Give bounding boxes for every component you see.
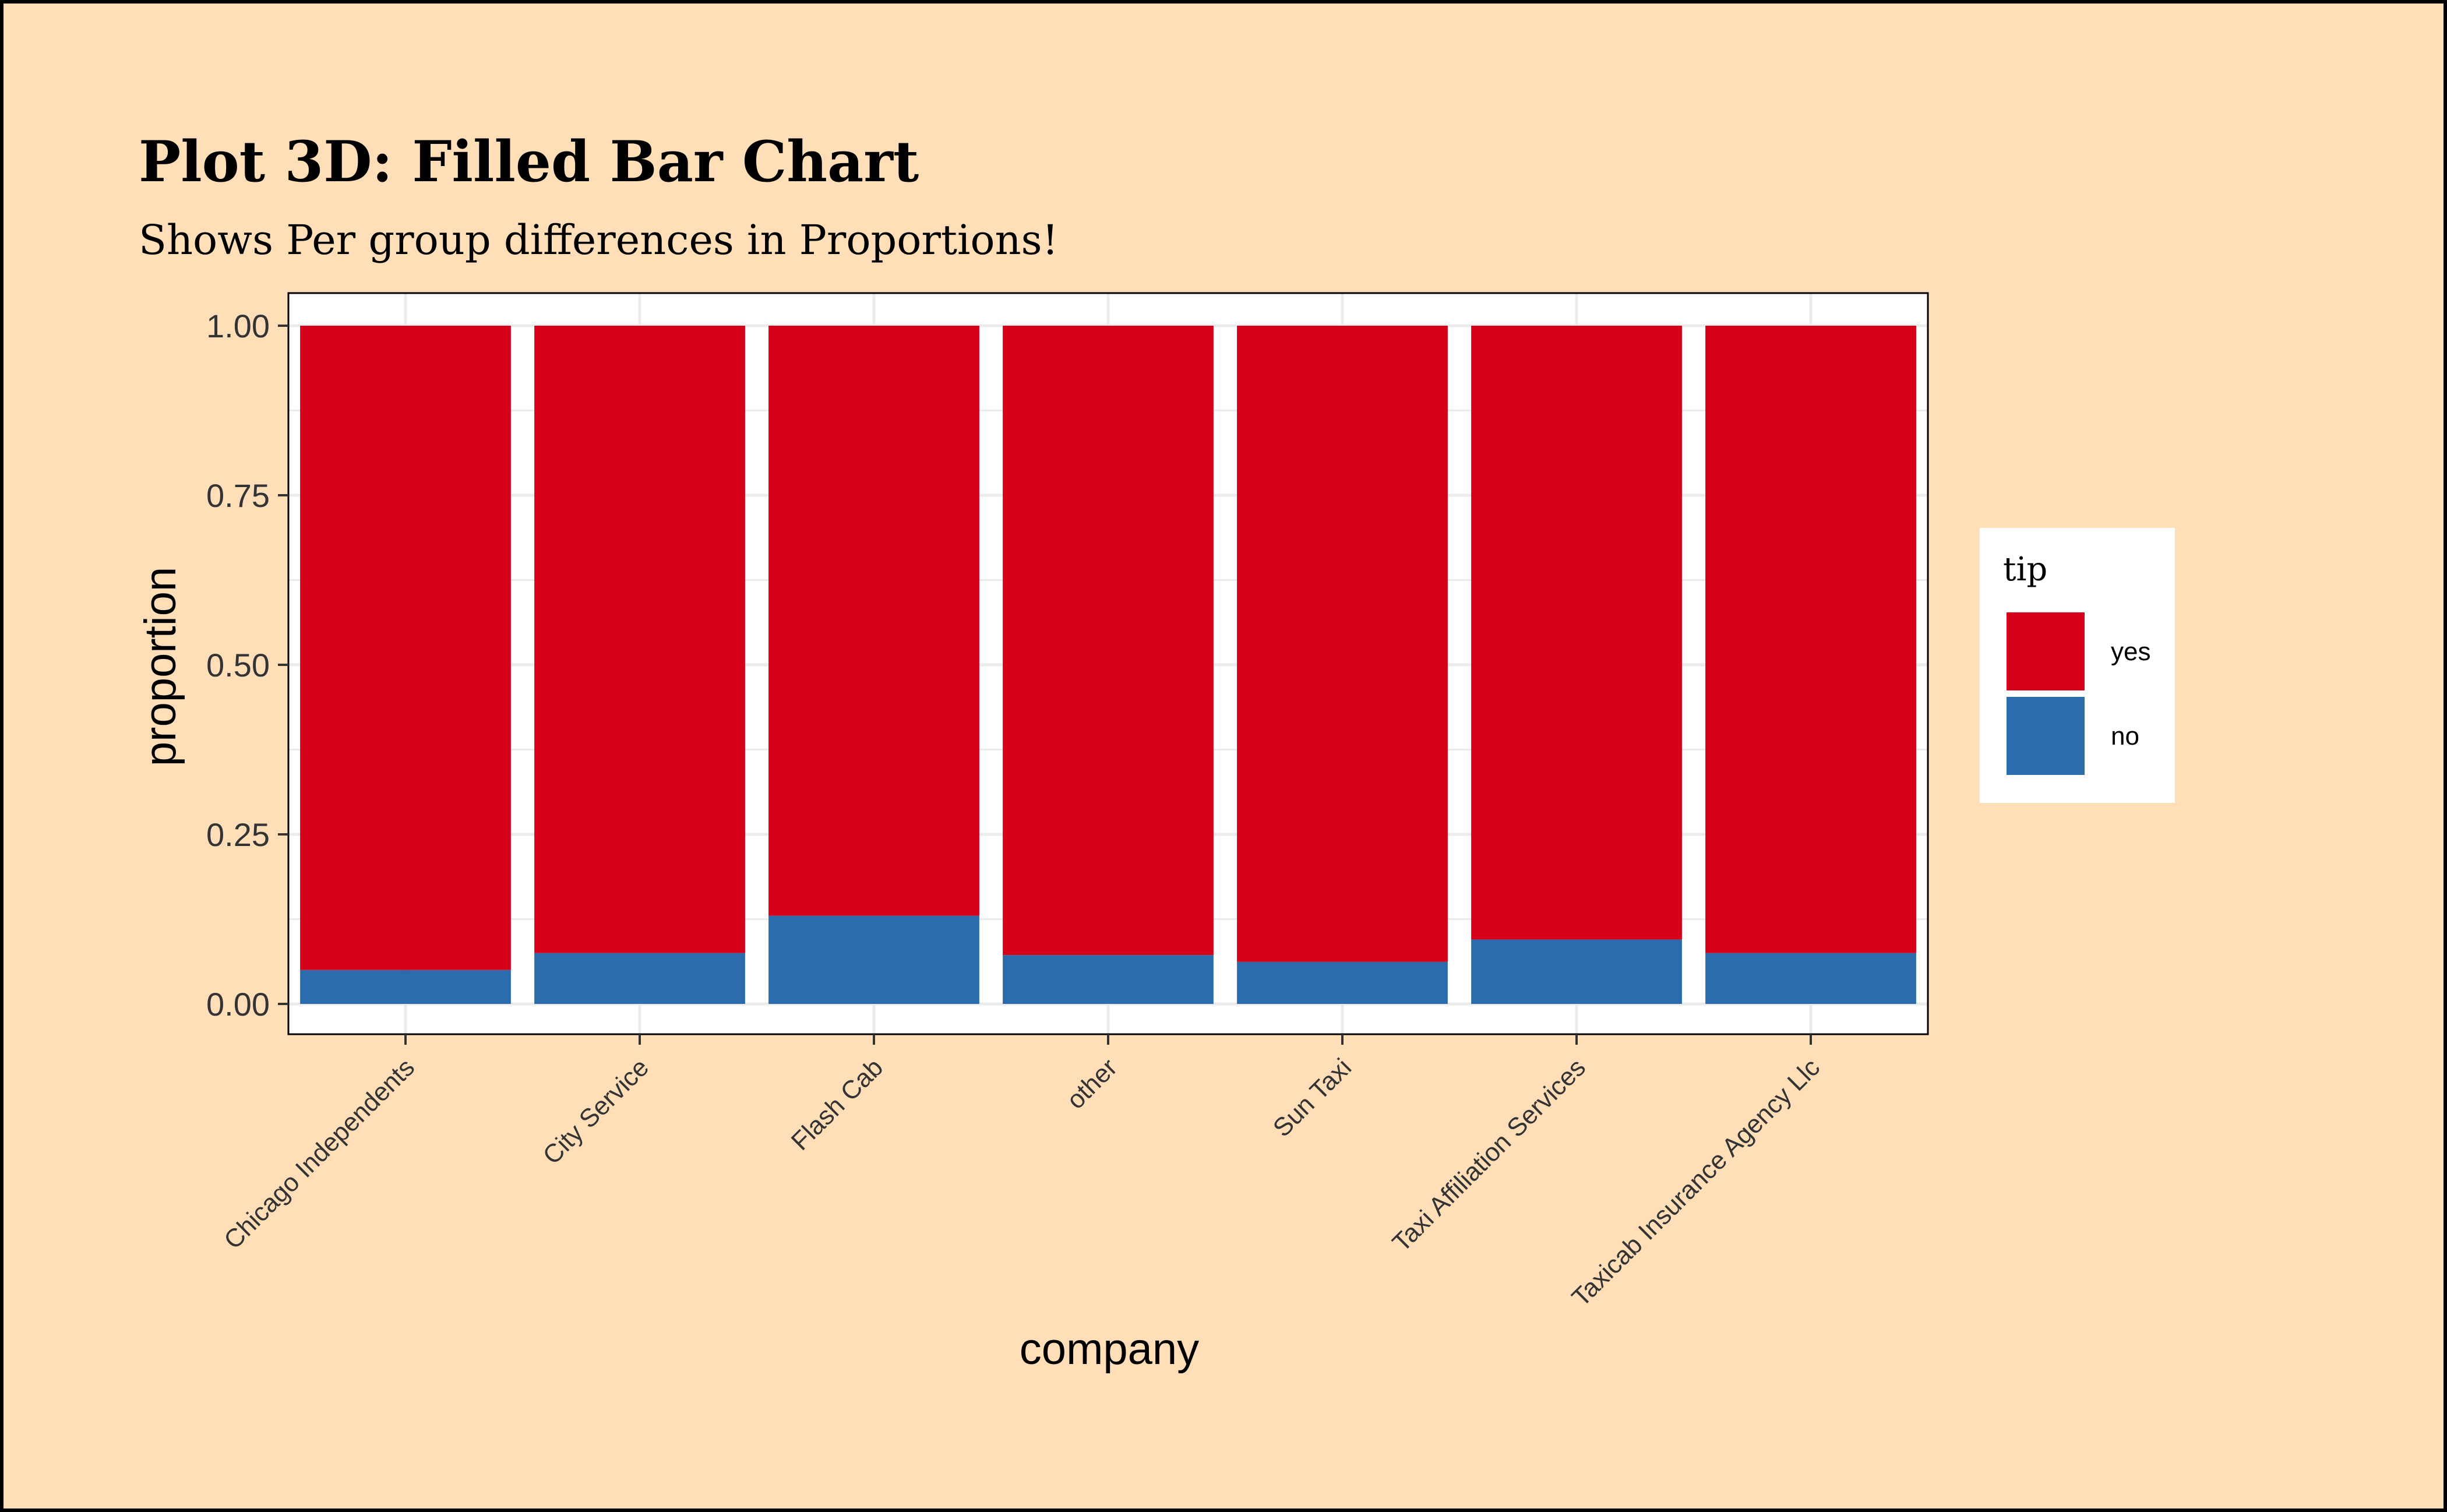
- bars: [300, 326, 1916, 1004]
- legend-key-no: [2007, 697, 2085, 775]
- y-axis: 0.00 0.25 0.50 0.75 1.00: [206, 308, 288, 1023]
- x-tick-label: City Service: [537, 1053, 654, 1170]
- bar-no: [300, 970, 511, 1004]
- x-axis-title: company: [1020, 1324, 1199, 1374]
- bar-no: [1705, 953, 1916, 1004]
- y-tick-label: 0.00: [206, 986, 270, 1023]
- x-tick-label: other: [1062, 1053, 1123, 1115]
- legend-key-yes: [2007, 612, 2085, 690]
- bar-yes: [768, 326, 979, 916]
- bar-no: [1471, 939, 1682, 1004]
- x-tick-label: Taxicab Insurance Agency Llc: [1567, 1053, 1826, 1312]
- x-axis: Chicago Independents City Service Flash Ca…: [218, 1034, 1825, 1312]
- y-axis-title: proportion: [136, 567, 185, 766]
- bar-yes: [1705, 326, 1916, 953]
- bar-no: [768, 915, 979, 1004]
- x-tick-label: Flash Cab: [786, 1053, 888, 1155]
- legend-label-yes: yes: [2111, 637, 2150, 666]
- legend-items: yes no: [2007, 612, 2150, 775]
- chart-subtitle: Shows Per group differences in Proportio…: [139, 216, 1059, 264]
- bar-no: [534, 953, 745, 1004]
- legend: tip yes no: [1980, 528, 2175, 803]
- chart-title: Plot 3D: Filled Bar Chart: [139, 129, 919, 195]
- x-tick-label: Taxi Affiliation Services: [1387, 1053, 1592, 1257]
- legend-label-no: no: [2111, 722, 2139, 750]
- bar-yes: [300, 326, 511, 970]
- bar-no: [1237, 961, 1448, 1004]
- bar-no: [1003, 955, 1214, 1004]
- y-tick-label: 0.25: [206, 816, 270, 853]
- bar-yes: [1471, 326, 1682, 940]
- bar-yes: [1237, 326, 1448, 962]
- x-tick-label: Sun Taxi: [1268, 1053, 1357, 1142]
- plot-panel: [287, 292, 1929, 1035]
- filled-bar-chart: Plot 3D: Filled Bar Chart Shows Per grou…: [136, 129, 2175, 1374]
- y-tick-label: 1.00: [206, 308, 270, 344]
- y-tick-label: 0.75: [206, 477, 270, 514]
- bar-yes: [1003, 326, 1214, 956]
- bar-yes: [534, 326, 745, 953]
- y-tick-label: 0.50: [206, 647, 270, 683]
- legend-title: tip: [2003, 551, 2047, 588]
- x-tick-label: Chicago Independents: [218, 1053, 420, 1254]
